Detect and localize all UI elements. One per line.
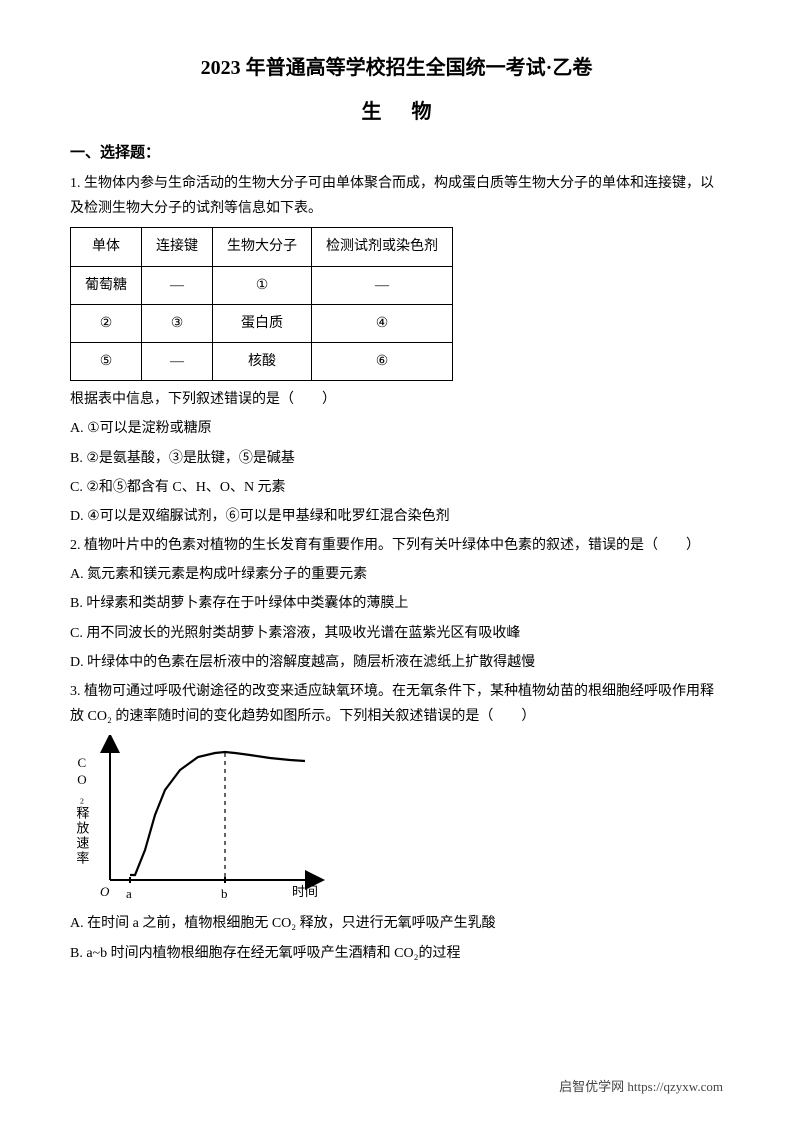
q1-cell: ⑤	[71, 342, 142, 380]
q1-cell: ④	[312, 304, 453, 342]
section-heading: 一、选择题：	[70, 140, 723, 167]
exam-subject: 生物	[70, 94, 723, 130]
q1-cell: —	[142, 266, 213, 304]
q1-post: 根据表中信息，下列叙述错误的是（ ）	[70, 387, 723, 412]
q1-cell: 葡萄糖	[71, 266, 142, 304]
q2-opt-d: D. 叶绿体中的色素在层析液中的溶解度越高，随层析液在滤纸上扩散得越慢	[70, 650, 723, 675]
q1-opt-b: B. ②是氨基酸，③是肽键，⑤是碱基	[70, 446, 723, 471]
q1-cell: ②	[71, 304, 142, 342]
q3-opt-b: B. a~b 时间内植物根细胞存在经无氧呼吸产生酒精和 CO₂的过程	[70, 941, 723, 966]
q3-stem: 3. 植物可通过呼吸代谢途径的改变来适应缺氧环境。在无氧条件下，某种植物幼苗的根…	[70, 679, 723, 729]
q2-opt-c: C. 用不同波长的光照射类胡萝卜素溶液，其吸收光谱在蓝紫光区有吸收峰	[70, 621, 723, 646]
q1-col: 生物大分子	[213, 228, 312, 266]
q2-opt-b: B. 叶绿素和类胡萝卜素存在于叶绿体中类囊体的薄膜上	[70, 591, 723, 616]
q1-opt-d: D. ④可以是双缩脲试剂，⑥可以是甲基绿和吡罗红混合染色剂	[70, 504, 723, 529]
q1-opt-c: C. ②和⑤都含有 C、H、O、N 元素	[70, 475, 723, 500]
q1-opt-a: A. ①可以是淀粉或糖原	[70, 416, 723, 441]
chart-tick-b: b	[221, 882, 228, 905]
q1-cell: 蛋白质	[213, 304, 312, 342]
q1-cell: ⑥	[312, 342, 453, 380]
q2-opt-a: A. 氮元素和镁元素是构成叶绿素分子的重要元素	[70, 562, 723, 587]
q1-cell: 核酸	[213, 342, 312, 380]
q1-cell: —	[142, 342, 213, 380]
q3-opt-a: A. 在时间 a 之前，植物根细胞无 CO₂ 释放，只进行无氧呼吸产生乳酸	[70, 911, 723, 936]
q1-col: 检测试剂或染色剂	[312, 228, 453, 266]
q1-table: 单体 连接键 生物大分子 检测试剂或染色剂 葡萄糖 — ① — ② ③ 蛋白质 …	[70, 227, 453, 381]
chart-ylabel: CO₂释放速率	[70, 755, 93, 866]
q2-stem: 2. 植物叶片中的色素对植物的生长发育有重要作用。下列有关叶绿体中色素的叙述，错…	[70, 533, 723, 558]
q1-col: 单体	[71, 228, 142, 266]
chart-xlabel: 时间	[292, 880, 318, 903]
exam-title: 2023 年普通高等学校招生全国统一考试·乙卷	[70, 50, 723, 86]
q1-cell: ①	[213, 266, 312, 304]
q1-cell: ③	[142, 304, 213, 342]
q3-chart: CO₂释放速率 O a b 时间	[70, 735, 330, 905]
chart-origin: O	[100, 880, 109, 903]
q1-cell: —	[312, 266, 453, 304]
q1-col: 连接键	[142, 228, 213, 266]
q1-stem: 1. 生物体内参与生命活动的生物大分子可由单体聚合而成，构成蛋白质等生物大分子的…	[70, 171, 723, 221]
page-footer: 启智优学网 https://qzyxw.com	[559, 1075, 723, 1098]
chart-tick-a: a	[126, 882, 132, 905]
